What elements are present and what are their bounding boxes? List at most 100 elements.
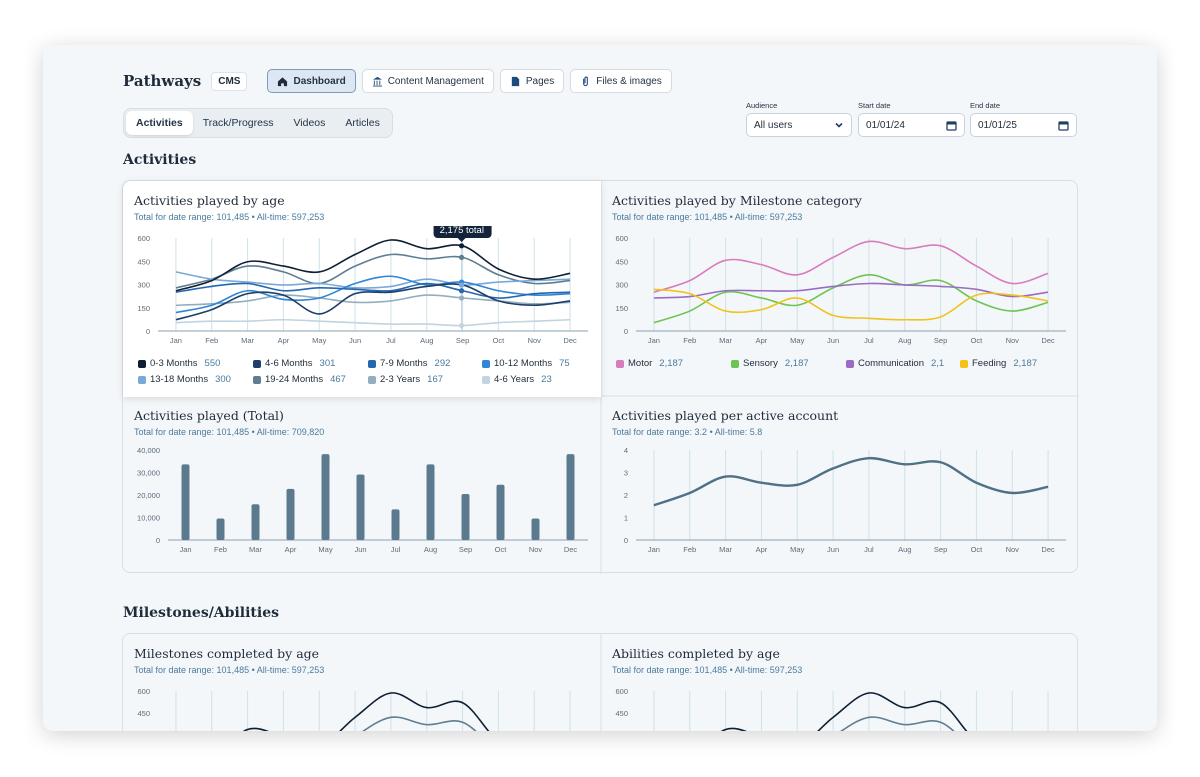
tooltip-box (433, 226, 492, 238)
legend-swatch (138, 375, 146, 384)
series-line (653, 288, 1049, 321)
x-tick-label: Jan (179, 545, 191, 554)
home-icon (278, 76, 288, 86)
abilities-age-chart: 600 450 (615, 687, 1049, 731)
subtab-videos[interactable]: Videos (293, 117, 326, 129)
grid-divider (600, 634, 602, 731)
legend-item[interactable]: Feeding 2,187 (960, 358, 1037, 369)
y-tick-label: 40,000 (137, 446, 160, 455)
nav-pages-button[interactable]: Pages (499, 69, 565, 93)
y-tick-label: 450 (615, 709, 628, 718)
y-tick-label: 450 (137, 257, 150, 266)
end-date-input[interactable]: 01/01/25 (970, 113, 1077, 137)
x-tick-label: Dec (1041, 336, 1055, 345)
x-tick-label: Sep (934, 545, 947, 554)
subtab-track-progress[interactable]: Track/Progress (202, 117, 274, 129)
start-date-value: 01/01/24 (866, 119, 905, 131)
audience-label: Audience (746, 101, 778, 110)
y-tick-label: 2 (624, 491, 628, 500)
panel-per-account: Activities played per active account Tot… (601, 397, 1079, 574)
x-tick-label: Oct (971, 336, 984, 345)
panel-subtitle: Total for date range: 101,485 • All-time… (134, 665, 325, 675)
series-line (840, 716, 955, 731)
x-tick-label: May (790, 336, 804, 345)
legend-swatch (731, 359, 739, 368)
legend-item[interactable]: 10-12 Months 75 (482, 358, 570, 369)
legend-item[interactable]: 0-3 Months 550 (138, 358, 220, 369)
y-tick-label: 30,000 (137, 469, 160, 478)
hover-point (458, 288, 465, 294)
series-line (653, 273, 1049, 324)
nav-files-button[interactable]: Files & images (570, 69, 672, 93)
nav-dashboard-button[interactable]: Dashboard (267, 69, 356, 93)
x-tick-label: Jul (864, 336, 874, 345)
legend-label: Feeding (972, 358, 1007, 369)
age-line-chart: Jan Feb Mar Apr May Jun Jul Aug Sep Oct Nov Dec 600 4… (137, 226, 588, 345)
series-line (653, 282, 1049, 299)
legend-value: 301 (319, 358, 336, 369)
legend-value: 467 (330, 374, 346, 385)
x-tick-label: Dec (563, 336, 577, 345)
legend-item[interactable]: 4-6 Months 301 (253, 358, 335, 369)
tooltip-arrow (457, 238, 466, 242)
x-tick-label: Dec (1041, 545, 1055, 554)
legend-label: 4-6 Years (494, 374, 535, 385)
legend-swatch (960, 359, 968, 368)
series-line (653, 240, 1049, 293)
legend-item[interactable]: 13-18 Months 300 (138, 374, 231, 385)
legend-item[interactable]: Communication 2,1 (846, 358, 944, 369)
activity-subtabs: Activities Track/Progress Videos Article… (123, 108, 393, 138)
x-tick-label: May (318, 545, 332, 554)
legend-label: Communication (858, 358, 924, 369)
nav-content-management-button[interactable]: Content Management (361, 69, 494, 93)
x-tick-label: Oct (495, 545, 508, 554)
x-tick-label: Jul (864, 545, 874, 554)
bar (391, 509, 400, 540)
legend-item[interactable]: 2-3 Years 167 (368, 374, 443, 385)
legend-label: 19-24 Months (265, 374, 324, 385)
x-tick-label: Jun (827, 545, 839, 554)
legend-item[interactable]: Sensory 2,187 (731, 358, 809, 369)
bar (181, 464, 190, 540)
legend-item[interactable]: 19-24 Months 467 (253, 374, 346, 385)
y-tick-label: 300 (615, 281, 628, 290)
series-line (175, 283, 571, 321)
app-window: Pathways CMS Dashboard Content Managemen… (43, 45, 1157, 731)
end-date-label: End date (970, 101, 1001, 110)
bar (216, 518, 225, 540)
subtab-activities[interactable]: Activities (126, 111, 193, 135)
bar (251, 504, 260, 540)
panel-title: Activities played per active account (612, 408, 839, 423)
legend-swatch (846, 359, 854, 368)
bar (531, 518, 540, 540)
legend-value: 2,1 (931, 358, 945, 369)
y-tick-label: 450 (615, 257, 628, 266)
y-tick-label: 600 (137, 234, 150, 243)
x-tick-label: Jul (391, 545, 401, 554)
legend-swatch (616, 359, 624, 368)
start-date-input[interactable]: 01/01/24 (858, 113, 965, 137)
legend-label: 7-9 Months (380, 358, 428, 369)
x-tick-label: Apr (756, 336, 768, 345)
legend-item[interactable]: Motor 2,187 (616, 358, 683, 369)
x-tick-label: Jun (827, 336, 839, 345)
legend-item[interactable]: 7-9 Months 292 (368, 358, 450, 369)
y-tick-label: 600 (615, 687, 628, 696)
audience-select[interactable]: All users (746, 113, 852, 137)
x-tick-label: Jan (170, 336, 182, 345)
bar (566, 454, 575, 540)
legend-value: 75 (559, 358, 570, 369)
series-line (720, 692, 968, 731)
subtab-articles[interactable]: Articles (345, 117, 380, 129)
x-tick-label: Mar (241, 336, 254, 345)
x-tick-label: Sep (456, 336, 469, 345)
y-tick-label: 450 (137, 709, 150, 718)
panel-subtitle: Total for date range: 101,485 • All-time… (612, 212, 803, 222)
legend-label: Motor (628, 358, 653, 369)
legend-label: Sensory (743, 358, 778, 369)
audience-value: All users (754, 119, 793, 131)
panel-title: Activities played (Total) (134, 408, 284, 423)
nav-pages-label: Pages (525, 75, 555, 87)
x-tick-label: Feb (683, 336, 696, 345)
legend-item[interactable]: 4-6 Years 23 (482, 374, 552, 385)
